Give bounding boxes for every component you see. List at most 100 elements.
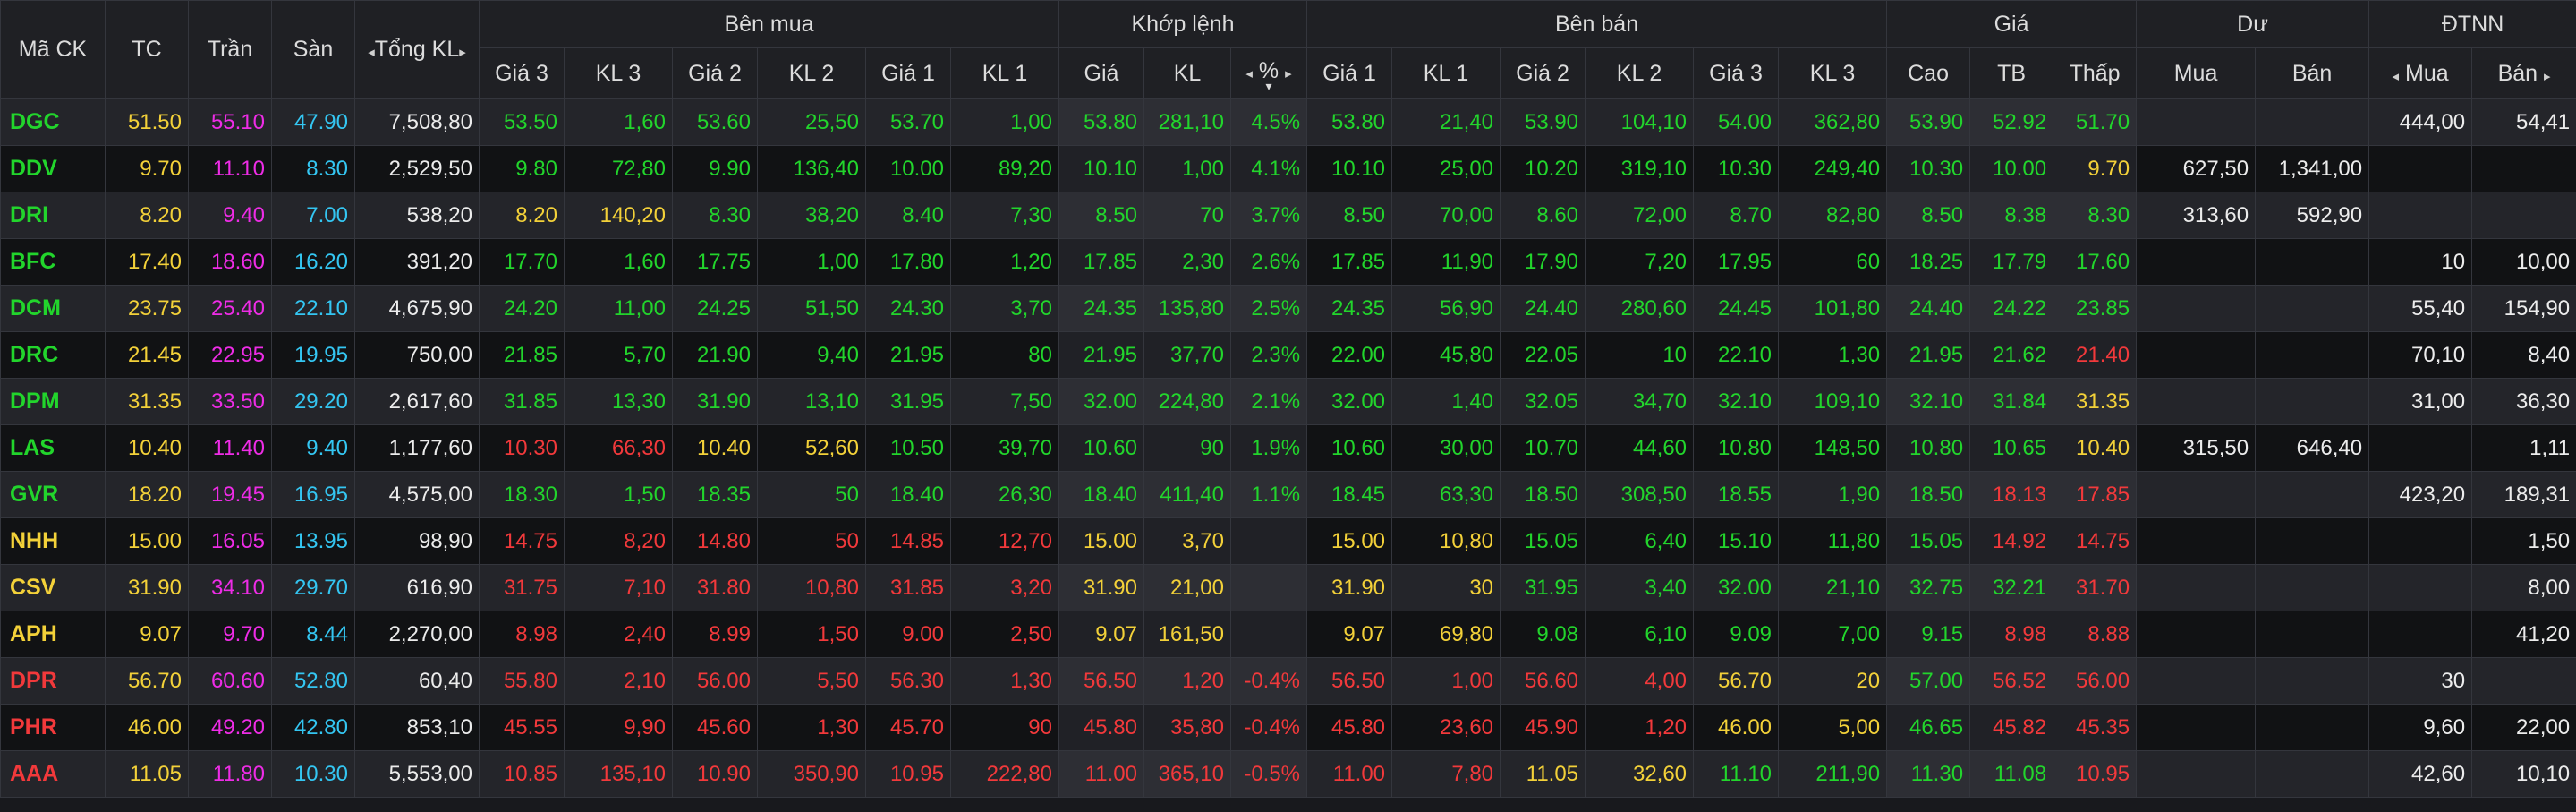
header-foreign-group: ĐTNN xyxy=(2368,0,2576,48)
cell-symbol[interactable]: CSV xyxy=(0,564,106,611)
header-match-price[interactable]: Giá xyxy=(1058,47,1144,99)
table-row[interactable]: NHH 15.00 16.05 13.95 98,90 14.75 8,20 14.80 50 1… xyxy=(0,517,2576,565)
cell-sell-vol-1: 21,40 xyxy=(1391,98,1501,146)
header-buy-price-3[interactable]: Giá 3 xyxy=(479,47,565,99)
table-row[interactable]: DCM 23.75 25.40 22.10 4,675,90 24.20 11,00 24.2… xyxy=(0,285,2576,332)
cell-match-price: 18.40 xyxy=(1058,471,1144,518)
cell-symbol[interactable]: APH xyxy=(0,611,106,658)
scroll-left-icon[interactable]: ◂ xyxy=(368,45,375,60)
header-match-volume[interactable]: KL xyxy=(1143,47,1231,99)
header-ref[interactable]: TC xyxy=(105,0,189,99)
header-sell-vol-1[interactable]: KL 1 xyxy=(1391,47,1501,99)
foreign-right-icon[interactable]: ▸ xyxy=(2544,68,2551,84)
cell-match-percent: 2.6% xyxy=(1229,238,1308,286)
cell-match-volume: 161,50 xyxy=(1143,611,1231,658)
cell-sell-vol-1: 25,00 xyxy=(1391,145,1501,192)
header-sell-price-2[interactable]: Giá 2 xyxy=(1500,47,1586,99)
percent-right-icon[interactable]: ▸ xyxy=(1285,65,1292,81)
cell-symbol[interactable]: LAS xyxy=(0,424,106,472)
cell-symbol[interactable]: DRI xyxy=(0,192,106,239)
cell-total-volume: 2,617,60 xyxy=(354,378,480,425)
cell-match-percent: 1.1% xyxy=(1229,471,1308,518)
header-total-volume[interactable]: ◂Tổng KL▸ xyxy=(354,0,480,99)
cell-symbol[interactable]: DRC xyxy=(0,331,106,379)
header-high[interactable]: Cao xyxy=(1886,47,1971,99)
foreign-left-icon[interactable]: ◂ xyxy=(2392,68,2400,84)
cell-symbol[interactable]: DPM xyxy=(0,378,106,425)
cell-symbol[interactable]: GVR xyxy=(0,471,106,518)
header-buy-vol-2[interactable]: KL 2 xyxy=(757,47,866,99)
cell-match-price: 9.07 xyxy=(1058,611,1144,658)
table-row[interactable]: BFC 17.40 18.60 16.20 391,20 17.70 1,60 17.75 1,… xyxy=(0,238,2576,286)
header-average[interactable]: TB xyxy=(1969,47,2054,99)
cell-buy-vol-3: 5,70 xyxy=(564,331,673,379)
header-foreign-buy[interactable]: ◂ Mua xyxy=(2368,47,2473,99)
cell-buy-vol-3: 135,10 xyxy=(564,750,673,798)
header-low[interactable]: Thấp xyxy=(2053,47,2138,99)
header-floor[interactable]: Sàn xyxy=(271,0,355,99)
cell-sell-vol-1: 11,90 xyxy=(1391,238,1501,286)
cell-total-volume: 391,20 xyxy=(354,238,480,286)
cell-symbol[interactable]: DGC xyxy=(0,98,106,146)
header-buy-price-2[interactable]: Giá 2 xyxy=(672,47,758,99)
header-ceil[interactable]: Trần xyxy=(188,0,272,99)
table-row[interactable]: APH 9.07 9.70 8.44 2,270,00 8.98 2,40 8.99 1,50 9… xyxy=(0,611,2576,658)
cell-buy-price-1: 8.40 xyxy=(865,192,951,239)
cell-symbol[interactable]: AAA xyxy=(0,750,106,798)
header-sell-vol-3[interactable]: KL 3 xyxy=(1778,47,1888,99)
table-row[interactable]: AAA 11.05 11.80 10.30 5,553,00 10.85 135,10 10.… xyxy=(0,750,2576,798)
table-row[interactable]: GVR 18.20 19.45 16.95 4,575,00 18.30 1,50 18.35… xyxy=(0,471,2576,518)
cell-average: 10.00 xyxy=(1969,145,2054,192)
header-surplus-buy[interactable]: Mua xyxy=(2136,47,2257,99)
table-row[interactable]: CSV 31.90 34.10 29.70 616,90 31.75 7,10 31.80 10… xyxy=(0,564,2576,611)
header-buy-price-1[interactable]: Giá 1 xyxy=(865,47,951,99)
table-row[interactable]: DGC 51.50 55.10 47.90 7,508,80 53.50 1,60 53.60… xyxy=(0,98,2576,146)
cell-symbol[interactable]: NHH xyxy=(0,517,106,565)
cell-buy-vol-1: 1,00 xyxy=(950,98,1059,146)
cell-sell-price-1: 24.35 xyxy=(1306,285,1393,332)
sort-desc-icon[interactable]: ▾ xyxy=(1265,78,1272,93)
cell-symbol[interactable]: PHR xyxy=(0,704,106,751)
header-sell-price-1[interactable]: Giá 1 xyxy=(1306,47,1393,99)
cell-symbol[interactable]: DPR xyxy=(0,657,106,705)
cell-symbol[interactable]: BFC xyxy=(0,238,106,286)
cell-buy-vol-1: 12,70 xyxy=(950,517,1059,565)
cell-foreign-buy xyxy=(2368,517,2473,565)
cell-buy-vol-1: 7,50 xyxy=(950,378,1059,425)
scroll-right-icon[interactable]: ▸ xyxy=(459,45,466,60)
header-sell-vol-2[interactable]: KL 2 xyxy=(1585,47,1695,99)
header-foreign-sell[interactable]: Bán ▸ xyxy=(2471,47,2576,99)
cell-ref: 18.20 xyxy=(105,471,189,518)
cell-floor: 13.95 xyxy=(271,517,355,565)
table-row[interactable]: DRI 8.20 9.40 7.00 538,20 8.20 140,20 8.30 38,20… xyxy=(0,192,2576,239)
cell-ceil: 60.60 xyxy=(188,657,272,705)
table-body: DGC 51.50 55.10 47.90 7,508,80 53.50 1,60 53.60… xyxy=(0,98,2576,798)
cell-sell-price-1: 17.85 xyxy=(1306,238,1393,286)
table-row[interactable]: PHR 46.00 49.20 42.80 853,10 45.55 9,90 45.60 1,… xyxy=(0,704,2576,751)
header-buy-vol-3[interactable]: KL 3 xyxy=(564,47,673,99)
cell-high: 24.40 xyxy=(1886,285,1971,332)
cell-foreign-sell: 189,31 xyxy=(2471,471,2576,518)
percent-left-icon[interactable]: ◂ xyxy=(1245,65,1253,81)
header-sell-price-3[interactable]: Giá 3 xyxy=(1693,47,1780,99)
cell-ceil: 16.05 xyxy=(188,517,272,565)
header-buy-vol-1[interactable]: KL 1 xyxy=(950,47,1059,99)
cell-buy-price-2: 24.25 xyxy=(672,285,758,332)
header-match-percent[interactable]: ◂ % ▸ ▾ xyxy=(1229,47,1308,99)
cell-total-volume: 4,575,00 xyxy=(354,471,480,518)
header-symbol[interactable]: Mã CK xyxy=(0,0,106,99)
cell-low: 23.85 xyxy=(2053,285,2138,332)
table-row[interactable]: DPM 31.35 33.50 29.20 2,617,60 31.85 13,30 31.9… xyxy=(0,378,2576,425)
cell-sell-price-2: 8.60 xyxy=(1500,192,1586,239)
header-surplus-sell[interactable]: Bán xyxy=(2255,47,2370,99)
table-row[interactable]: DPR 56.70 60.60 52.80 60,40 55.80 2,10 56.00 5,5… xyxy=(0,657,2576,705)
table-row[interactable]: LAS 10.40 11.40 9.40 1,177,60 10.30 66,30 10.40… xyxy=(0,424,2576,472)
table-row[interactable]: DRC 21.45 22.95 19.95 750,00 21.85 5,70 21.90 9,… xyxy=(0,331,2576,379)
cell-buy-price-1: 31.85 xyxy=(865,564,951,611)
cell-match-price: 45.80 xyxy=(1058,704,1144,751)
cell-symbol[interactable]: DCM xyxy=(0,285,106,332)
cell-symbol[interactable]: DDV xyxy=(0,145,106,192)
cell-sell-vol-1: 1,40 xyxy=(1391,378,1501,425)
table-row[interactable]: DDV 9.70 11.10 8.30 2,529,50 9.80 72,80 9.90 136… xyxy=(0,145,2576,192)
cell-ceil: 11.80 xyxy=(188,750,272,798)
